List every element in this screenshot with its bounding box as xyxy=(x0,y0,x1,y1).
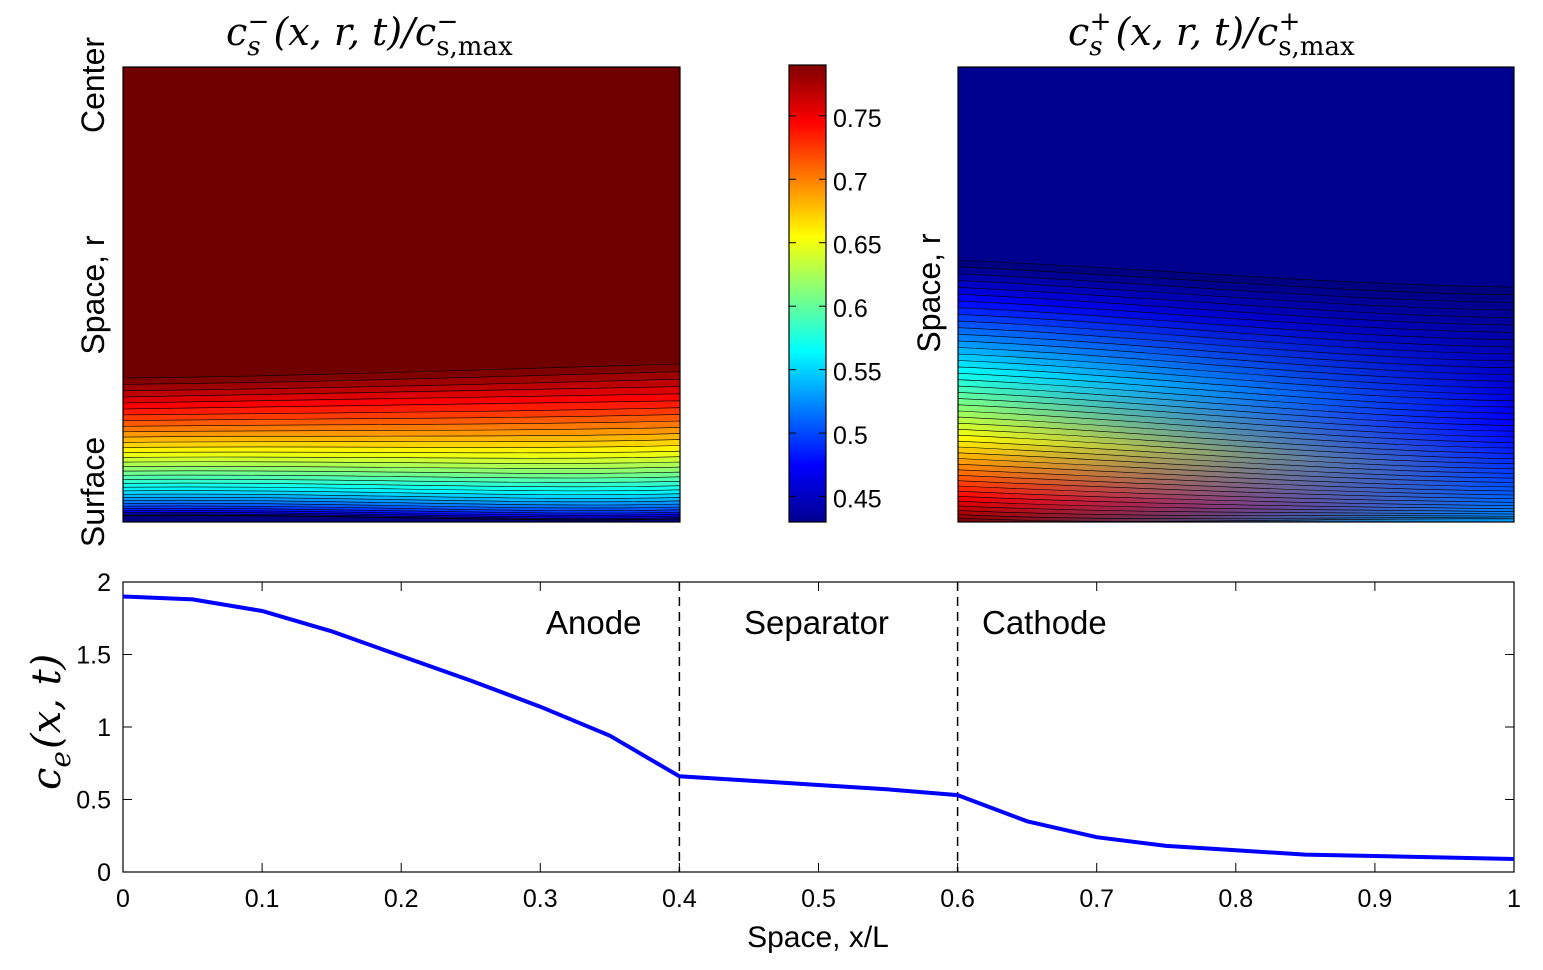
colorbar-ticks: 0.45 0.5 0.55 0.6 0.65 0.7 0.75 xyxy=(789,105,882,514)
colorbar-tick-label: 0.45 xyxy=(833,486,882,514)
center-label: Center xyxy=(75,37,111,133)
x-axis-label: Space, x/L xyxy=(747,921,889,954)
anode-heatmap-title: cs− (x, r, t)/cs,max− xyxy=(226,7,513,62)
colorbar-tick-label: 0.6 xyxy=(833,295,868,323)
y-axis-label: ce(x, t) xyxy=(24,654,77,790)
line-chart-ticks: 0 0.1 0.2 0.3 0.4 0.5 0.6 0.7 0.8 0.9 1 0 0.5 1 1.5 2 xyxy=(76,569,1521,913)
cathode-space-r-label: Space, r xyxy=(911,233,947,353)
x-tick-label: 0.3 xyxy=(523,885,558,913)
x-tick-label: 0.5 xyxy=(801,885,836,913)
anode-label: Anode xyxy=(546,604,641,641)
x-tick-label: 0.9 xyxy=(1358,885,1393,913)
anode-heatmap-frame xyxy=(122,66,681,523)
x-tick-label: 0.1 xyxy=(245,885,280,913)
x-tick-label: 0 xyxy=(116,885,130,913)
cathode-heatmap xyxy=(958,67,1514,522)
surface-label: Surface xyxy=(75,437,111,547)
cathode-heatmap-bands xyxy=(958,259,1514,522)
colorbar-tick-label: 0.55 xyxy=(833,359,882,387)
colorbar-tick-label: 0.7 xyxy=(833,168,868,196)
y-tick-label: 0.5 xyxy=(76,787,111,815)
x-tick-label: 1 xyxy=(1507,885,1521,913)
cathode-contour-band xyxy=(958,517,1514,522)
anode-heatmap-bands xyxy=(123,363,680,522)
electrolyte-line-chart: 0 0.1 0.2 0.3 0.4 0.5 0.6 0.7 0.8 0.9 1 0 0.5 1 1.5 2 A… xyxy=(24,569,1521,954)
colorbar-tick-label: 0.5 xyxy=(833,422,868,450)
y-tick-label: 2 xyxy=(97,569,111,597)
x-tick-label: 0.2 xyxy=(384,885,419,913)
electrolyte-concentration-line xyxy=(122,594,1515,861)
colorbar-tick-label: 0.75 xyxy=(833,105,882,133)
y-tick-label: 1.5 xyxy=(76,642,111,670)
x-tick-label: 0.6 xyxy=(940,885,975,913)
x-tick-label: 0.8 xyxy=(1218,885,1253,913)
separator-label: Separator xyxy=(744,604,889,641)
cathode-heatmap-frame xyxy=(957,66,1515,523)
x-tick-label: 0.7 xyxy=(1079,885,1114,913)
y-tick-label: 1 xyxy=(97,714,111,742)
colorbar-gradient xyxy=(788,64,827,523)
cathode-label: Cathode xyxy=(982,604,1107,641)
colorbar: 0.45 0.5 0.55 0.6 0.65 0.7 0.75 xyxy=(788,64,882,523)
colorbar-tick-label: 0.65 xyxy=(833,232,882,260)
anode-heatmap xyxy=(123,67,680,522)
anode-contour-band xyxy=(123,515,680,522)
cathode-heatmap-title: cs+ (x, r, t)/cs,max+ xyxy=(1068,7,1355,62)
y-tick-label: 0 xyxy=(97,859,111,887)
x-tick-label: 0.4 xyxy=(662,885,697,913)
space-r-label: Space, r xyxy=(75,235,111,355)
